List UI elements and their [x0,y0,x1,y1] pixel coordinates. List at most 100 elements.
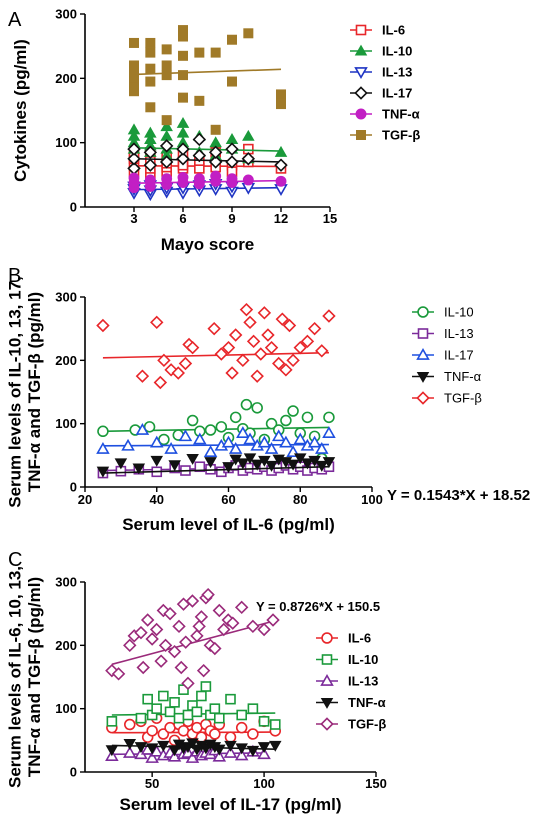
tgf-beta-point-6 [140,613,155,627]
tnf-alpha-point-5 [168,745,181,757]
il-10-point-7 [169,697,180,708]
il-10-point-2 [127,129,141,141]
x-tick-label: 50 [145,776,159,791]
legend-il-10-point-0 [354,44,368,56]
tgf-beta-point-18 [178,70,188,81]
legend-label: IL-10 [382,44,412,59]
legend-label: IL-6 [348,631,371,646]
tgf-beta-point-21 [194,95,205,106]
il-17-point-7 [203,445,218,458]
tnf-alpha-point-20 [269,740,282,752]
il-13-point-20 [234,748,249,761]
tnf-alpha-point-14 [226,173,238,185]
x-tick-label: 100 [253,776,275,791]
il-10-point-18 [280,414,292,427]
tgf-beta-point-33 [322,309,336,323]
il-10-point-24 [323,411,335,424]
il-10-point-1 [135,712,147,724]
il-13-point-4 [145,751,159,763]
il-10-point-7 [144,126,157,138]
tgf-beta-point-10 [156,603,171,618]
tgf-beta-point-3 [153,375,168,390]
tgf-beta-point-7 [145,47,156,58]
tgf-beta-point-20 [194,47,205,58]
tgf-beta-point-22 [194,610,209,624]
tgf-beta-point-27 [208,641,222,656]
legend-item-tgf-beta: TGF-β [350,128,420,143]
tgf-beta-point-4 [134,625,148,640]
tgf-beta-point-11 [161,44,172,55]
tgf-beta-point-32 [234,600,249,615]
tgf-beta-point-19 [250,369,264,383]
il-6-point-21 [247,728,259,740]
y-tick-label: 100 [55,135,77,150]
il-17-point-23 [322,426,336,439]
tgf-beta-point-9 [154,654,168,668]
y-tick-label: 300 [55,7,77,22]
il-6-point-17 [209,728,221,740]
tnf-alpha-point-15 [213,744,226,756]
il-10-point-13 [176,126,190,138]
legend-label: IL-13 [348,674,378,689]
il-17-point-3 [149,435,164,448]
tnf-alpha-point-1 [123,738,137,750]
tnf-alpha-point-12 [210,170,222,182]
il-17-point-14 [225,142,239,156]
il-10-point-9 [160,129,173,141]
tgf-beta-point-4 [157,353,171,368]
il-6-point-4 [146,725,158,737]
legend-label: IL-17 [382,86,412,101]
x-tick-label: 9 [228,211,235,226]
tgf-beta-point-8 [149,622,164,637]
legend-tgf-beta-point-0 [356,130,366,140]
legend-label: TGF-β [444,391,482,406]
il-17-point-7 [176,152,190,166]
legend-label: IL-6 [382,23,405,38]
x-axis-title: Serum level of IL-6 (pg/ml) [122,515,335,534]
il-10-point-13 [196,690,207,702]
y-axis-title: Serum levels of IL-10, 13, 17,TNF-α and … [5,276,44,508]
series-tgf-beta [96,302,336,390]
tnf-alpha-point-2 [134,742,148,754]
legend-tnf-alpha-point-0 [416,371,430,383]
legend-item-il-10: IL-10 [412,305,474,320]
x-tick-label: 100 [361,492,383,507]
legend-item-il-6: IL-6 [316,631,371,646]
il-10-point-20 [247,703,259,714]
regression-equation: Y = 0.8726*X + 150.5 [256,599,380,614]
tgf-beta-point-10 [145,102,156,113]
il-17-point-16 [271,429,286,442]
il-10-point-14 [251,402,263,414]
tgf-beta-point-29 [293,340,307,355]
il-10-point-17 [214,712,225,724]
tgf-beta-point-31 [307,321,322,336]
il-17-point-15 [264,441,279,454]
tgf-beta-point-12 [163,606,177,621]
tgf-beta-point-24 [272,356,286,371]
tgf-beta-point-11 [214,347,229,361]
y-axis-title: Serum levels of IL-6, 10, 13,TNF-α and T… [5,566,44,788]
legend-il-17-point-0 [354,86,368,100]
il-10-point-18 [225,693,236,705]
il-17-point-12 [243,432,257,445]
tgf-beta-point-8 [145,63,156,74]
series-il-17 [127,132,288,176]
tnf-alpha-point-7 [222,462,235,474]
legend-label: IL-17 [444,348,474,363]
x-tick-label: 12 [274,211,288,226]
tgf-beta-point-13 [167,644,182,659]
il-10-point-19 [287,405,299,417]
il-17-point-4 [164,441,178,454]
il-10-point-8 [215,421,228,433]
regression-equation: Y = 0.1543*X + 18.52 [387,487,530,504]
tgf-beta-point-33 [246,619,260,634]
panel-a: A 0 100 200 300 3 6 9 12 15 Mayo score Cytokines (p… [8,7,420,255]
legend-il-10-point-0 [321,654,333,665]
il-17-point-13 [225,155,239,169]
tgf-beta-point-11 [158,638,173,653]
legend-label: TGF-β [348,717,386,732]
tgf-beta-point-15 [174,660,188,675]
il-10-point-19 [236,709,247,721]
y-axis-title-line: TNF-α and TGF-β (pg/ml) [25,577,44,777]
